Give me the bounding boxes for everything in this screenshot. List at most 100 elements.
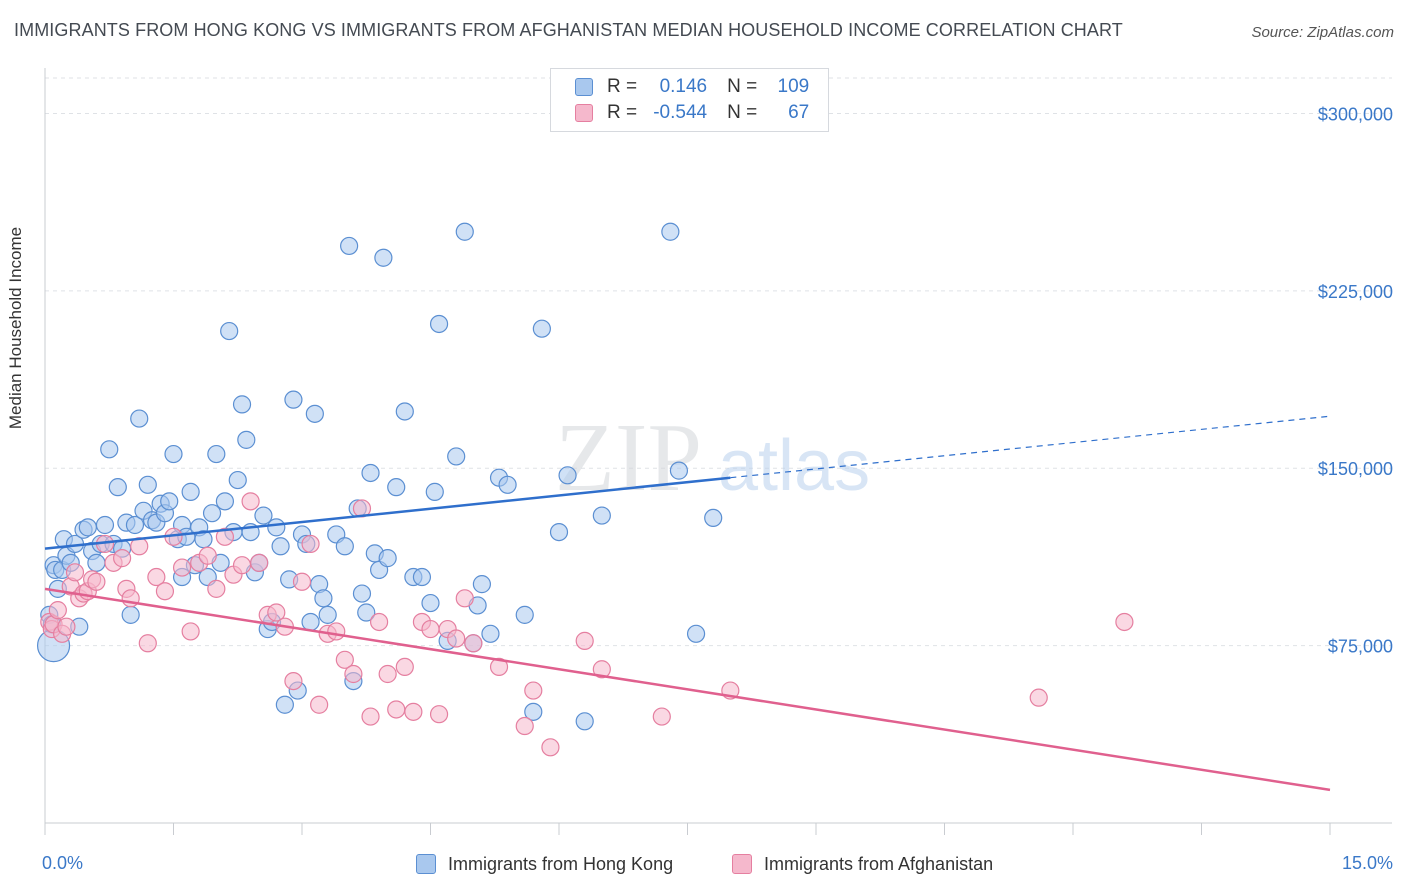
data-point-hong-kong <box>549 522 569 542</box>
data-point-afghanistan <box>172 558 192 577</box>
data-point-afghanistan <box>421 619 440 639</box>
data-point-hong-kong <box>669 461 689 480</box>
data-point-afghanistan <box>232 556 252 575</box>
data-point-hong-kong <box>108 478 127 497</box>
data-point-afghanistan <box>575 631 594 650</box>
axes <box>44 68 1392 835</box>
data-point-afghanistan <box>241 492 260 511</box>
data-point-afghanistan <box>310 695 329 714</box>
data-point-hong-kong <box>314 589 333 608</box>
data-point-afghanistan <box>455 589 474 608</box>
data-point-afghanistan <box>515 716 534 736</box>
data-point-hong-kong <box>395 402 414 421</box>
legend-r-value: 0.146 <box>659 76 708 97</box>
data-point-afghanistan <box>147 567 166 587</box>
data-point-afghanistan <box>652 707 671 726</box>
data-point-afghanistan <box>267 603 286 622</box>
data-point-afghanistan <box>198 546 217 565</box>
data-point-afghanistan <box>541 738 560 757</box>
data-point-hong-kong <box>194 530 213 549</box>
legend-r-label: R = <box>607 76 638 97</box>
data-point-hong-kong <box>254 506 273 525</box>
data-point-afghanistan <box>48 601 67 620</box>
data-point-afghanistan <box>207 579 226 598</box>
bottom-legend-hong-kong: Immigrants from Hong Kong <box>416 852 673 876</box>
data-point-hong-kong <box>425 482 444 501</box>
watermark: ZIP atlas <box>555 404 870 512</box>
data-point-afghanistan <box>378 664 397 684</box>
legend-r-value: -0.544 <box>653 102 708 123</box>
data-point-afghanistan <box>335 650 354 669</box>
legend-swatch-blue <box>575 78 593 96</box>
data-point-hong-kong <box>558 466 577 485</box>
data-point-hong-kong <box>181 482 200 501</box>
y-tick-label: $150,000 <box>1318 459 1393 479</box>
bottom-legend-swatch-blue <box>416 854 436 874</box>
trend-lines <box>44 415 1331 792</box>
data-point-afghanistan <box>292 572 312 591</box>
data-point-hong-kong <box>532 319 551 338</box>
data-point-hong-kong <box>387 478 406 497</box>
data-point-hong-kong <box>207 444 226 464</box>
data-point-afghanistan <box>87 572 106 591</box>
legend: R = 0.146 N = 109 R = -0.544 N = 67 <box>550 68 829 132</box>
data-point-hong-kong <box>455 222 474 241</box>
y-tick-label: $300,000 <box>1318 104 1393 124</box>
data-point-hong-kong <box>515 605 534 624</box>
data-point-afghanistan <box>447 629 466 648</box>
data-point-afghanistan <box>181 622 200 641</box>
data-point-hong-kong <box>374 248 393 267</box>
data-point-hong-kong <box>202 504 222 523</box>
data-point-hong-kong <box>130 409 149 428</box>
data-point-afghanistan <box>65 563 85 582</box>
tick-labels: $75,000 $150,000 $225,000 $300,000 0.0% 15.0% <box>42 104 1393 873</box>
data-point-hong-kong <box>215 492 234 511</box>
data-point-afghanistan <box>370 612 389 632</box>
data-point-hong-kong <box>301 612 320 632</box>
data-point-hong-kong <box>498 475 517 494</box>
data-point-afghanistan <box>404 702 423 721</box>
data-point-hong-kong <box>378 549 397 568</box>
data-point-afghanistan <box>155 582 175 601</box>
data-point-hong-kong <box>232 395 252 414</box>
data-point-afghanistan <box>429 705 449 724</box>
data-point-afghanistan <box>138 634 157 653</box>
x-tick-label: 15.0% <box>1342 853 1393 873</box>
data-point-afghanistan <box>1115 612 1134 632</box>
data-point-afghanistan <box>284 671 303 691</box>
data-point-afghanistan <box>361 707 380 726</box>
data-point-hong-kong <box>284 390 303 409</box>
y-tick-label: $225,000 <box>1318 282 1393 302</box>
data-point-afghanistan <box>524 681 543 700</box>
data-point-hong-kong <box>481 624 500 643</box>
data-point-afghanistan <box>395 657 414 677</box>
data-point-hong-kong <box>220 321 239 341</box>
data-point-hong-kong <box>237 430 256 449</box>
legend-n-value: 67 <box>788 102 810 123</box>
data-point-hong-kong <box>160 492 179 511</box>
bottom-legend-label: Immigrants from Afghanistan <box>764 853 994 874</box>
data-point-hong-kong <box>228 470 247 490</box>
data-point-hong-kong <box>267 518 286 537</box>
data-point-hong-kong <box>524 702 543 721</box>
data-point-afghanistan <box>592 660 611 679</box>
trend-line-hong-kong <box>44 476 731 550</box>
series-hong-kong-points <box>36 222 723 731</box>
data-point-hong-kong <box>357 603 376 622</box>
data-point-hong-kong <box>125 515 145 535</box>
data-point-afghanistan <box>387 700 406 719</box>
chart-title: IMMIGRANTS FROM HONG KONG VS IMMIGRANTS … <box>14 20 1123 40</box>
data-point-hong-kong <box>100 440 119 459</box>
source-credit: Source: ZipAtlas.com <box>1251 24 1394 41</box>
data-point-hong-kong <box>340 236 359 256</box>
data-point-afghanistan <box>1029 688 1048 707</box>
data-point-afghanistan <box>344 664 363 684</box>
data-point-afghanistan <box>489 657 509 677</box>
legend-n-label: N = <box>727 102 758 123</box>
data-point-hong-kong <box>686 624 706 643</box>
legend-n-value: 109 <box>777 76 810 97</box>
data-point-hong-kong <box>429 314 449 334</box>
data-point-hong-kong <box>352 584 372 603</box>
legend-n-label: N = <box>727 76 758 97</box>
